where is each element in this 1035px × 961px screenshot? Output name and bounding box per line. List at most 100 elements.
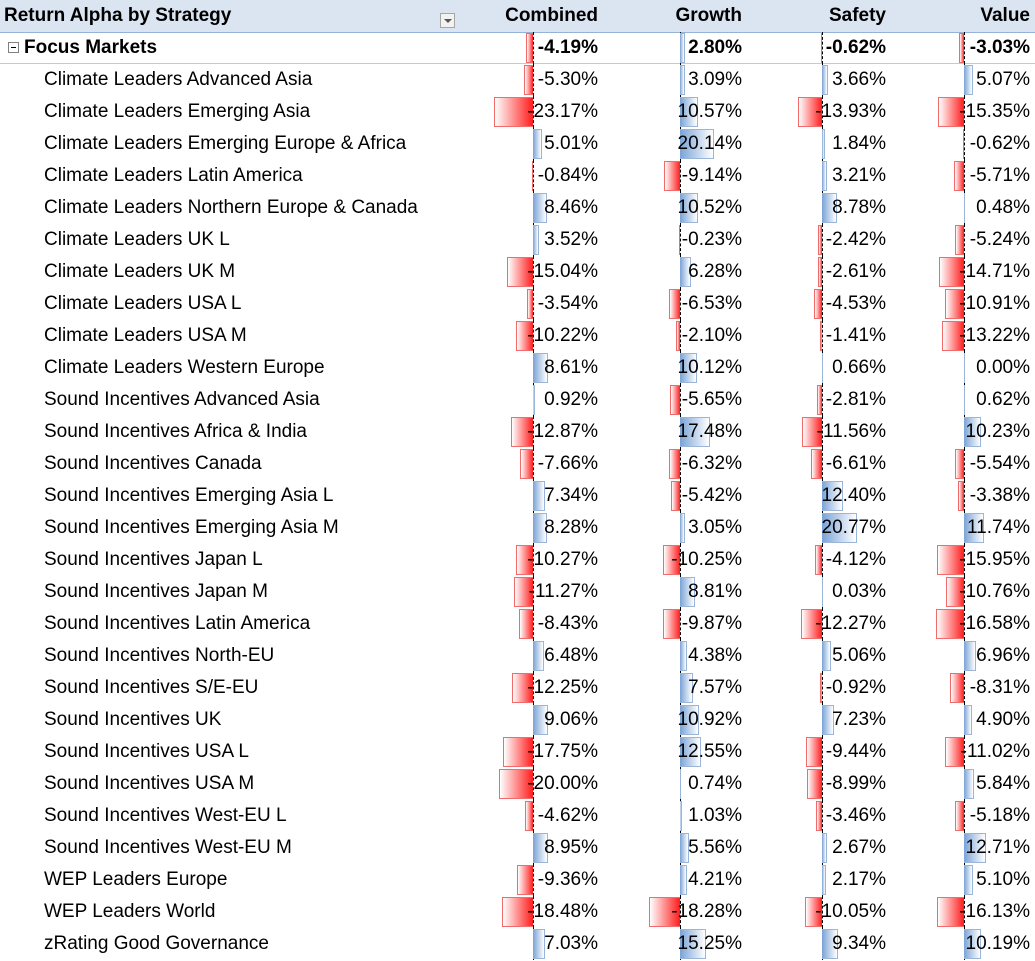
- cell-value[interactable]: 3.52%: [544, 229, 598, 250]
- column-header-value[interactable]: Value: [980, 5, 1030, 26]
- cell-value[interactable]: -9.14%: [681, 165, 742, 186]
- cell-value[interactable]: -16.58%: [959, 613, 1030, 634]
- table-row[interactable]: Climate Leaders USA M -10.22% -2.10% -1.41%…: [0, 320, 1035, 352]
- table-row[interactable]: Climate Leaders Northern Europe & Canada…: [0, 192, 1035, 224]
- cell-value[interactable]: -16.13%: [959, 901, 1030, 922]
- cell-value[interactable]: -10.91%: [959, 293, 1030, 314]
- cell-value[interactable]: 10.12%: [677, 357, 742, 378]
- cell-value[interactable]: 0.66%: [832, 357, 886, 378]
- cell-value[interactable]: -15.95%: [959, 549, 1030, 570]
- cell-value[interactable]: 5.07%: [976, 69, 1030, 90]
- cell-value[interactable]: 0.03%: [832, 581, 886, 602]
- cell-value[interactable]: -10.76%: [959, 581, 1030, 602]
- cell-value[interactable]: 4.38%: [688, 645, 742, 666]
- cell-value[interactable]: -0.62%: [969, 133, 1030, 154]
- cell-value[interactable]: 10.92%: [677, 709, 742, 730]
- table-row[interactable]: Climate Leaders Emerging Asia -23.17% 10.5…: [0, 96, 1035, 128]
- table-row[interactable]: Sound Incentives Advanced Asia 0.92% -5.65…: [0, 384, 1035, 416]
- cell-value[interactable]: 5.01%: [544, 133, 598, 154]
- cell-value[interactable]: 0.48%: [976, 197, 1030, 218]
- table-row[interactable]: Climate Leaders Latin America -0.84% -9.14…: [0, 160, 1035, 192]
- cell-value[interactable]: 9.06%: [544, 709, 598, 730]
- cell-value[interactable]: -9.44%: [825, 741, 886, 762]
- cell-value[interactable]: -18.28%: [671, 901, 742, 922]
- cell-value[interactable]: 8.61%: [544, 357, 598, 378]
- cell-value[interactable]: 11.74%: [966, 517, 1030, 538]
- cell-value[interactable]: -13.93%: [815, 101, 886, 122]
- cell-value[interactable]: 2.67%: [832, 837, 886, 858]
- minus-box-icon[interactable]: [8, 42, 19, 53]
- table-row[interactable]: Sound Incentives Canada -7.66% -6.32% -6.61…: [0, 448, 1035, 480]
- table-row[interactable]: WEP Leaders Europe -9.36% 4.21% 2.17% 5.10%: [0, 864, 1035, 896]
- cell-value[interactable]: -6.53%: [681, 293, 742, 314]
- column-header-combined[interactable]: Combined: [505, 5, 598, 26]
- cell-value[interactable]: 20.14%: [677, 133, 742, 154]
- cell-value[interactable]: 10.52%: [677, 197, 742, 218]
- cell-value[interactable]: 2.80%: [688, 37, 742, 58]
- table-row[interactable]: Sound Incentives West-EU M 8.95% 5.56% 2.67…: [0, 832, 1035, 864]
- cell-value[interactable]: 10.57%: [677, 101, 742, 122]
- cell-value[interactable]: -5.54%: [969, 453, 1030, 474]
- cell-value[interactable]: -10.05%: [815, 901, 886, 922]
- table-row[interactable]: Sound Incentives Emerging Asia M 8.28% 3.0…: [0, 512, 1035, 544]
- cell-value[interactable]: 7.23%: [832, 709, 886, 730]
- cell-value[interactable]: -4.53%: [825, 293, 886, 314]
- table-row[interactable]: Sound Incentives USA M -20.00% 0.74% -8.99%…: [0, 768, 1035, 800]
- cell-value[interactable]: -5.24%: [969, 229, 1030, 250]
- table-row[interactable]: Sound Incentives Africa & India -12.87% 17…: [0, 416, 1035, 448]
- cell-value[interactable]: -3.38%: [969, 485, 1030, 506]
- cell-value[interactable]: 4.90%: [976, 709, 1030, 730]
- cell-value[interactable]: -3.46%: [825, 805, 886, 826]
- table-row[interactable]: Sound Incentives West-EU L -4.62% 1.03% -3.…: [0, 800, 1035, 832]
- cell-value[interactable]: 5.56%: [688, 837, 742, 858]
- cell-value[interactable]: 5.84%: [976, 773, 1030, 794]
- cell-value[interactable]: -5.71%: [969, 165, 1030, 186]
- cell-value[interactable]: 0.74%: [688, 773, 742, 794]
- table-row[interactable]: WEP Leaders World -18.48% -18.28% -10.05% -1…: [0, 896, 1035, 928]
- cell-value[interactable]: -12.25%: [527, 677, 598, 698]
- cell-value[interactable]: -18.48%: [527, 901, 598, 922]
- table-row[interactable]: Climate Leaders Emerging Europe & Africa…: [0, 128, 1035, 160]
- cell-value[interactable]: -17.75%: [527, 741, 598, 762]
- cell-value[interactable]: -2.61%: [825, 261, 886, 282]
- cell-value[interactable]: 8.95%: [544, 837, 598, 858]
- cell-value[interactable]: 3.66%: [832, 69, 886, 90]
- cell-value[interactable]: 12.71%: [965, 837, 1030, 858]
- cell-value[interactable]: 10.23%: [965, 421, 1030, 442]
- cell-value[interactable]: -14.71%: [959, 261, 1030, 282]
- cell-value[interactable]: -4.62%: [537, 805, 598, 826]
- cell-value[interactable]: -13.22%: [959, 325, 1030, 346]
- cell-value[interactable]: 8.78%: [832, 197, 886, 218]
- cell-value[interactable]: 8.81%: [688, 581, 742, 602]
- cell-value[interactable]: -7.66%: [537, 453, 598, 474]
- cell-value[interactable]: -4.19%: [537, 37, 598, 58]
- cell-value[interactable]: -6.61%: [825, 453, 886, 474]
- cell-value[interactable]: 5.10%: [976, 869, 1030, 890]
- cell-value[interactable]: 0.92%: [544, 389, 598, 410]
- cell-value[interactable]: -0.92%: [825, 677, 886, 698]
- cell-value[interactable]: -23.17%: [527, 101, 598, 122]
- cell-value[interactable]: -12.27%: [815, 613, 886, 634]
- cell-value[interactable]: -11.27%: [528, 581, 598, 602]
- cell-value[interactable]: -9.87%: [681, 613, 742, 634]
- cell-value[interactable]: -2.42%: [825, 229, 886, 250]
- cell-value[interactable]: -6.32%: [681, 453, 742, 474]
- table-row[interactable]: Sound Incentives UK 9.06% 10.92% 7.23% 4.90%: [0, 704, 1035, 736]
- cell-value[interactable]: 1.84%: [832, 133, 886, 154]
- cell-value[interactable]: -2.81%: [825, 389, 886, 410]
- chevron-down-icon[interactable]: [440, 13, 455, 28]
- cell-value[interactable]: 7.03%: [544, 933, 598, 954]
- cell-value[interactable]: 3.09%: [688, 69, 742, 90]
- cell-value[interactable]: 0.62%: [976, 389, 1030, 410]
- cell-value[interactable]: 0.00%: [976, 357, 1030, 378]
- cell-value[interactable]: -8.99%: [825, 773, 886, 794]
- table-row[interactable]: Sound Incentives USA L -17.75% 12.55% -9.44…: [0, 736, 1035, 768]
- cell-value[interactable]: -2.10%: [681, 325, 742, 346]
- cell-value[interactable]: -8.31%: [969, 677, 1030, 698]
- cell-value[interactable]: -8.43%: [537, 613, 598, 634]
- cell-value[interactable]: -4.12%: [825, 549, 886, 570]
- table-row[interactable]: Climate Leaders Advanced Asia -5.30% 3.09%…: [0, 64, 1035, 96]
- cell-value[interactable]: 17.48%: [677, 421, 742, 442]
- table-row[interactable]: zRating Good Governance 7.03% 15.25% 9.34% 1…: [0, 928, 1035, 960]
- table-row[interactable]: Climate Leaders UK M -15.04% 6.28% -2.61% -1…: [0, 256, 1035, 288]
